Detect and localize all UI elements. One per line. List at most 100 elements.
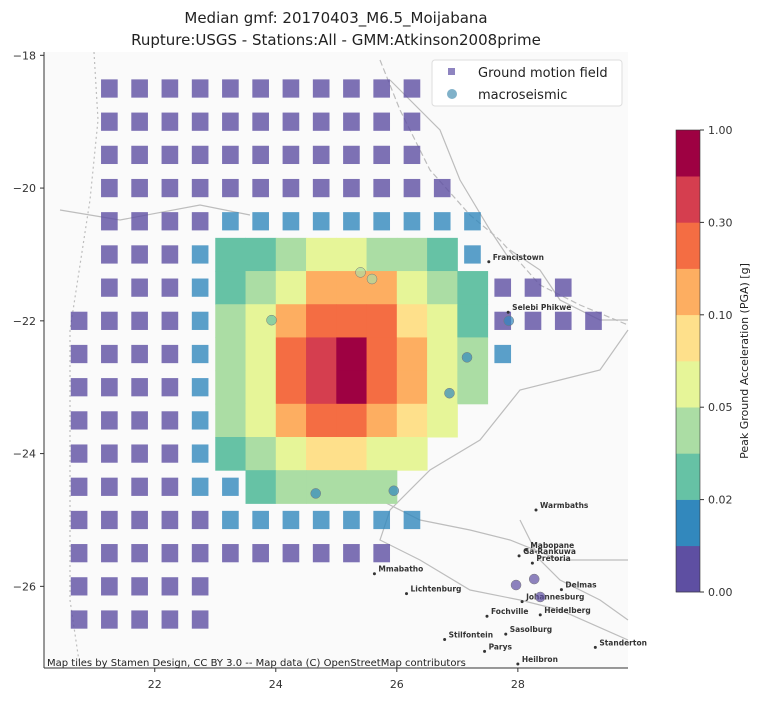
place-dot: [483, 649, 487, 653]
field-cell: [343, 79, 360, 98]
field-cell: [306, 271, 337, 305]
place-label: Lichtenburg: [411, 585, 462, 594]
place-dot: [405, 592, 409, 596]
field-cell: [101, 544, 118, 563]
field-cell: [312, 212, 330, 231]
field-cell: [70, 510, 88, 530]
place-label: Sasolburg: [510, 625, 552, 634]
field-cell: [191, 212, 209, 231]
field-cell: [131, 79, 148, 98]
field-cell: [396, 271, 428, 305]
field-cell: [101, 577, 118, 596]
field-cell: [494, 278, 512, 297]
field-cell: [191, 344, 209, 364]
field-cell: [275, 370, 307, 405]
field-cell: [101, 444, 118, 463]
field-cell: [191, 145, 209, 165]
field-cell: [494, 344, 512, 364]
field-cell: [524, 311, 542, 330]
station-point: [461, 352, 473, 363]
field-cell: [222, 79, 239, 98]
field-cell: [131, 577, 148, 596]
field-cell: [161, 477, 179, 496]
field-cell: [191, 378, 209, 397]
place-dot: [516, 662, 520, 666]
station-point: [534, 591, 546, 603]
field-cell: [282, 510, 300, 530]
field-cell: [161, 278, 179, 297]
field-cell: [245, 237, 277, 272]
colorbar-bin: [676, 176, 700, 223]
field-cell: [343, 510, 360, 530]
field-cell: [191, 311, 209, 330]
field-cell: [215, 437, 247, 471]
field-cell: [101, 278, 118, 297]
field-cell: [282, 544, 300, 563]
place-label: Mmabatho: [378, 565, 423, 574]
colorbar-tick-label: 0.30: [708, 216, 733, 229]
field-cell: [457, 271, 489, 305]
field-cell: [222, 178, 239, 198]
field-cell: [427, 337, 458, 372]
field-cell: [101, 79, 118, 98]
place-label: Parys: [489, 642, 513, 651]
field-cell: [131, 378, 148, 397]
chart-subtitle: Rupture:USGS - Stations:All - GMM:Atkins…: [131, 31, 541, 49]
field-cell: [524, 278, 542, 297]
field-cell: [275, 271, 307, 305]
field-cell: [70, 577, 88, 596]
field-cell: [161, 311, 179, 330]
field-cell: [70, 444, 88, 463]
field-cell: [427, 403, 458, 438]
field-cell: [191, 544, 209, 563]
field-cell: [161, 610, 179, 629]
attribution: Map tiles by Stamen Design, CC BY 3.0 --…: [47, 658, 466, 669]
field-cell: [161, 444, 179, 463]
field-cell: [215, 337, 247, 372]
colorbar-bin: [676, 130, 700, 177]
legend-marker: [448, 68, 455, 75]
field-cell: [191, 411, 209, 430]
field-cell: [131, 278, 148, 297]
field-cell: [336, 470, 368, 504]
place-dot: [524, 548, 528, 552]
field-cell: [366, 337, 398, 372]
field-cell: [191, 112, 209, 131]
field-cell: [403, 79, 421, 98]
field-cell: [245, 337, 277, 372]
station-point: [355, 267, 366, 278]
field-cell: [366, 370, 398, 405]
field-cell: [101, 245, 118, 264]
legend-label: macroseismic: [478, 88, 567, 103]
station-point: [444, 387, 455, 399]
field-cell: [306, 403, 337, 438]
field-cell: [336, 370, 368, 405]
place-dot: [504, 632, 508, 636]
field-cell: [373, 112, 391, 131]
place-label: Selebi Phikwe: [512, 303, 571, 312]
field-cell: [191, 245, 209, 264]
field-cell: [396, 237, 428, 272]
field-cell: [433, 178, 451, 198]
field-cell: [252, 510, 269, 530]
place-label: Stilfontein: [449, 630, 493, 639]
field-cell: [306, 370, 337, 405]
field-cell: [161, 79, 179, 98]
field-cell: [396, 304, 428, 338]
field-cell: [396, 370, 428, 405]
colorbar-tick-label: 0.02: [708, 494, 733, 507]
place-dot: [534, 508, 538, 512]
place-dot: [372, 572, 376, 576]
field-cell: [275, 237, 307, 272]
field-cell: [457, 337, 489, 372]
field-cell: [215, 304, 247, 338]
place-dot: [517, 554, 521, 558]
field-cell: [373, 544, 391, 563]
chart-title: Median gmf: 20170403_M6.5_Moijabana: [184, 9, 487, 28]
legend-marker: [447, 89, 457, 99]
field-cell: [101, 610, 118, 629]
field-cell: [101, 411, 118, 430]
field-cell: [373, 212, 391, 231]
field-cell: [101, 344, 118, 364]
field-cell: [245, 403, 277, 438]
